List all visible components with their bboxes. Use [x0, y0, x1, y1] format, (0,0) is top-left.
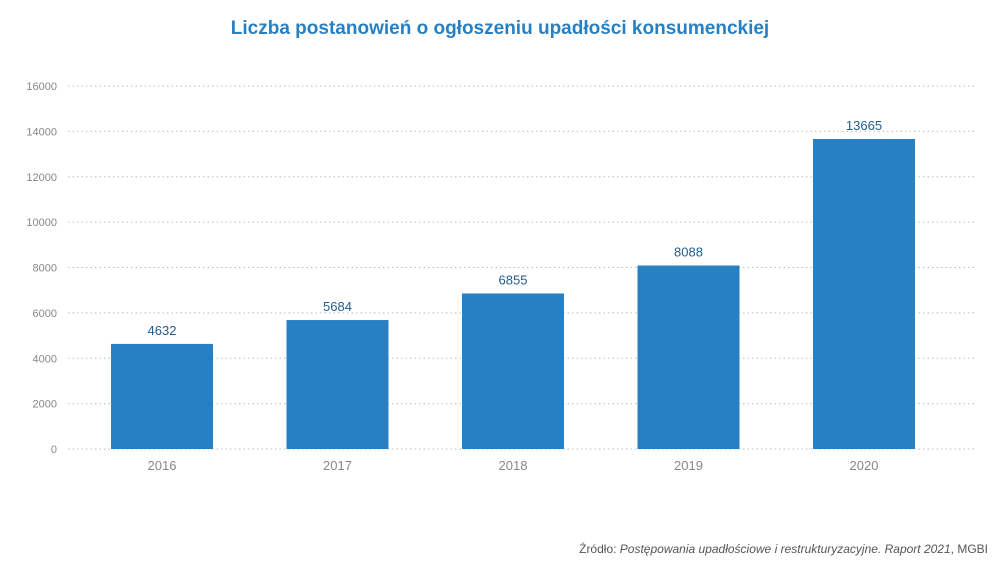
x-tick-label-2016: 2016	[148, 458, 177, 473]
y-tick-label: 10000	[26, 217, 57, 229]
y-tick-label: 12000	[26, 172, 57, 184]
bar-2019	[637, 265, 740, 449]
bars	[111, 138, 915, 449]
y-tick-label: 6000	[33, 308, 57, 320]
value-label-2020: 13665	[846, 118, 882, 133]
y-axis-ticks: 0 2000 4000 6000 8000 10000 12000 14000 16000	[26, 81, 57, 456]
y-tick-label: 16000	[26, 81, 57, 93]
value-label-2018: 6855	[499, 272, 528, 287]
x-tick-label-2018: 2018	[499, 458, 528, 473]
x-tick-label-2017: 2017	[323, 458, 352, 473]
x-tick-label-2020: 2020	[850, 458, 879, 473]
chart-title: Liczba postanowień o ogłoszeniu upadłośc…	[230, 18, 770, 39]
bar-2016	[111, 343, 213, 449]
y-tick-label: 14000	[26, 126, 57, 138]
source-prefix: Źródło:	[579, 542, 620, 556]
source-publication: Postępowania upadłościowe i restrukturyz…	[619, 542, 951, 556]
bar-2020	[813, 138, 915, 449]
y-tick-label: 2000	[33, 399, 57, 411]
y-tick-label: 4000	[33, 353, 57, 365]
bar-2018	[462, 293, 564, 449]
value-label-2019: 8088	[674, 245, 703, 260]
source-suffix: , MGBI	[950, 542, 988, 556]
value-label-2016: 4632	[148, 323, 177, 338]
bar-2017	[286, 320, 389, 449]
x-axis-ticks: 2016 2017 2018 2019 2020	[148, 458, 879, 473]
y-tick-label: 8000	[33, 263, 57, 275]
value-label-2017: 5684	[323, 299, 352, 314]
source-note: Źródło: Postępowania upadłościowe i rest…	[579, 542, 988, 556]
value-labels: 4632 5684 6855 8088 13665	[148, 118, 883, 338]
x-tick-label-2019: 2019	[674, 458, 703, 473]
y-tick-label: 0	[51, 444, 57, 456]
